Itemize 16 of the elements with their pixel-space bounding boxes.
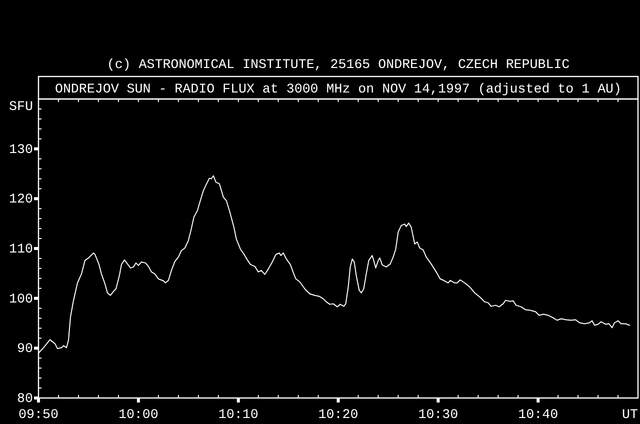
y-tick-label: 100 xyxy=(9,290,34,306)
x-tick-label: 10:10 xyxy=(218,406,258,422)
chart-title: ONDREJOV SUN - RADIO FLUX at 3000 MHz on NOV 14,1997 (adjusted to 1 AU) xyxy=(54,80,622,96)
text: (c) ASTRONOMICAL INSTITUTE, 25165 ONDREJOV, CZECH REPUBLIC xyxy=(106,56,570,72)
y-tick-label: 120 xyxy=(9,191,34,206)
x-tick-label: 09:50 xyxy=(18,406,58,422)
x-axis-title: UT xyxy=(622,406,638,422)
x-tick-label: 10:00 xyxy=(118,406,158,422)
y-tick-label: 80 xyxy=(17,390,34,406)
x-tick-label: 10:20 xyxy=(318,406,358,422)
y-tick-label: 90 xyxy=(17,340,34,356)
x-tick-label: 10:30 xyxy=(418,406,458,422)
y-tick-label: 130 xyxy=(9,141,34,156)
x-tick-label: 10:40 xyxy=(518,406,558,422)
y-axis-title: SFU xyxy=(9,98,34,114)
y-tick-label: 110 xyxy=(9,241,34,256)
